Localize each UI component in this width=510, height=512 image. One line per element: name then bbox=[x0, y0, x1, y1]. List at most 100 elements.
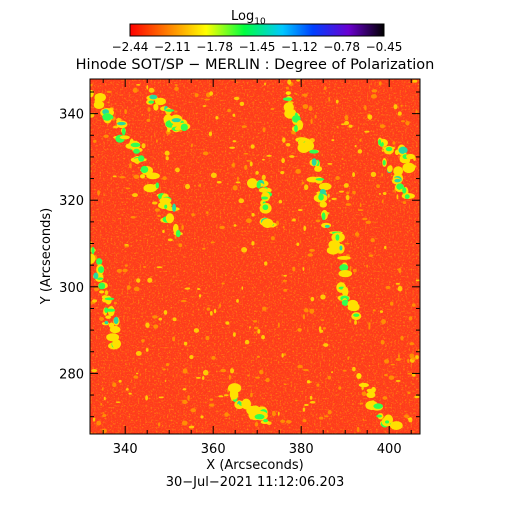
map-speckle bbox=[238, 198, 245, 204]
map-speckle bbox=[295, 168, 302, 174]
map-speckle bbox=[249, 326, 251, 329]
map-speckle bbox=[181, 224, 184, 230]
map-speckle bbox=[229, 146, 236, 149]
map-speckle bbox=[395, 282, 401, 285]
map-polarized-patch bbox=[263, 418, 269, 423]
colorbar-ticks: −2.44 −2.11 −1.78 −1.45 −1.12 −0.78 −0.45 bbox=[112, 40, 403, 54]
map-speckle bbox=[287, 79, 292, 85]
colorbar-tick-label: −1.45 bbox=[239, 40, 276, 54]
map-polarized-patch bbox=[104, 297, 115, 301]
map-speckle bbox=[210, 241, 215, 244]
map-speckle bbox=[224, 412, 229, 417]
map-speckle bbox=[336, 125, 339, 129]
map-speckle bbox=[349, 266, 352, 272]
map-speckle bbox=[241, 247, 248, 253]
map-halo bbox=[358, 382, 369, 388]
map-speckle bbox=[232, 332, 236, 337]
map-halo bbox=[165, 213, 175, 224]
map-speckle bbox=[381, 199, 384, 204]
map-speckle bbox=[345, 194, 350, 201]
map-speckle bbox=[200, 415, 204, 419]
map-speckle bbox=[306, 380, 311, 384]
x-axis-label: X (Arcseconds) bbox=[206, 458, 303, 473]
map-speckle bbox=[112, 382, 117, 388]
map-speckle bbox=[232, 113, 236, 117]
map-halo bbox=[105, 315, 112, 319]
map-speckle bbox=[398, 267, 402, 274]
map-speckle bbox=[251, 212, 255, 217]
map-speckle bbox=[113, 301, 118, 305]
map-speckle bbox=[358, 209, 364, 212]
map-speckle bbox=[297, 327, 302, 332]
map-polarized-patch bbox=[130, 142, 141, 148]
map-speckle bbox=[328, 200, 331, 202]
map-texture-orange bbox=[90, 79, 420, 434]
map-speckle bbox=[245, 218, 252, 224]
map-speckle bbox=[262, 306, 267, 311]
map-polarized-patch bbox=[172, 203, 177, 212]
map-polarized-patch bbox=[402, 187, 407, 194]
map-speckle bbox=[412, 79, 418, 83]
map-speckle bbox=[302, 407, 306, 412]
map-speckle bbox=[124, 243, 129, 246]
map-speckle bbox=[188, 425, 195, 429]
map-speckle bbox=[331, 139, 335, 142]
map-halo bbox=[314, 165, 323, 172]
map-speckle bbox=[266, 154, 272, 157]
map-polarized-patch bbox=[98, 282, 106, 290]
y-tick-label: 320 bbox=[59, 194, 84, 209]
map-speckle bbox=[92, 139, 97, 143]
map-speckle bbox=[415, 279, 420, 282]
map-halo bbox=[366, 391, 376, 399]
map-speckle bbox=[124, 109, 127, 115]
map-speckle bbox=[257, 329, 261, 334]
map-speckle bbox=[235, 181, 241, 184]
map-speckle bbox=[280, 171, 285, 175]
map-speckle bbox=[320, 319, 325, 321]
map-speckle bbox=[282, 225, 285, 229]
map-speckle bbox=[259, 369, 264, 375]
map-speckle bbox=[342, 369, 347, 372]
map-speckle bbox=[295, 399, 298, 402]
map-speckle bbox=[292, 266, 296, 272]
map-speckle bbox=[281, 353, 284, 358]
map-speckle bbox=[338, 386, 342, 390]
map-polarized-patch bbox=[394, 178, 401, 183]
map-speckle bbox=[210, 172, 217, 179]
map-speckle bbox=[112, 175, 117, 178]
x-tick-label: 380 bbox=[289, 442, 314, 457]
map-speckle bbox=[195, 376, 201, 379]
map-speckle bbox=[261, 335, 265, 340]
map-speckle bbox=[407, 417, 412, 420]
map-polarized-patch bbox=[318, 193, 324, 201]
colorbar-tick-label: −1.78 bbox=[196, 40, 233, 54]
map-speckle bbox=[232, 185, 238, 191]
map-speckle bbox=[270, 107, 275, 111]
map-speckle bbox=[157, 422, 161, 427]
map-speckle bbox=[366, 264, 368, 268]
map-speckle bbox=[384, 373, 388, 377]
map-speckle bbox=[304, 184, 309, 191]
map-speckle bbox=[261, 174, 266, 181]
map-speckle bbox=[103, 134, 109, 139]
y-tick-label: 300 bbox=[59, 281, 84, 296]
map-speckle bbox=[250, 144, 255, 149]
map-speckle bbox=[102, 412, 105, 414]
map-speckle bbox=[174, 83, 178, 86]
map-speckle bbox=[262, 127, 266, 133]
map-polarized-patch bbox=[121, 127, 126, 136]
map-polarized-patch bbox=[315, 177, 325, 181]
map-speckle bbox=[265, 377, 270, 383]
map-speckle bbox=[133, 286, 140, 292]
map-polarized-patch bbox=[311, 158, 317, 166]
map-speckle bbox=[220, 368, 227, 373]
map-polarized-patch bbox=[138, 155, 145, 162]
map-speckle bbox=[219, 303, 221, 308]
map-speckle bbox=[241, 286, 244, 290]
map-halo bbox=[341, 286, 349, 297]
map-speckle bbox=[90, 83, 93, 87]
map-speckle bbox=[189, 355, 194, 360]
map-speckle bbox=[277, 411, 280, 416]
map-speckle bbox=[346, 191, 350, 195]
map-speckle bbox=[148, 87, 155, 93]
